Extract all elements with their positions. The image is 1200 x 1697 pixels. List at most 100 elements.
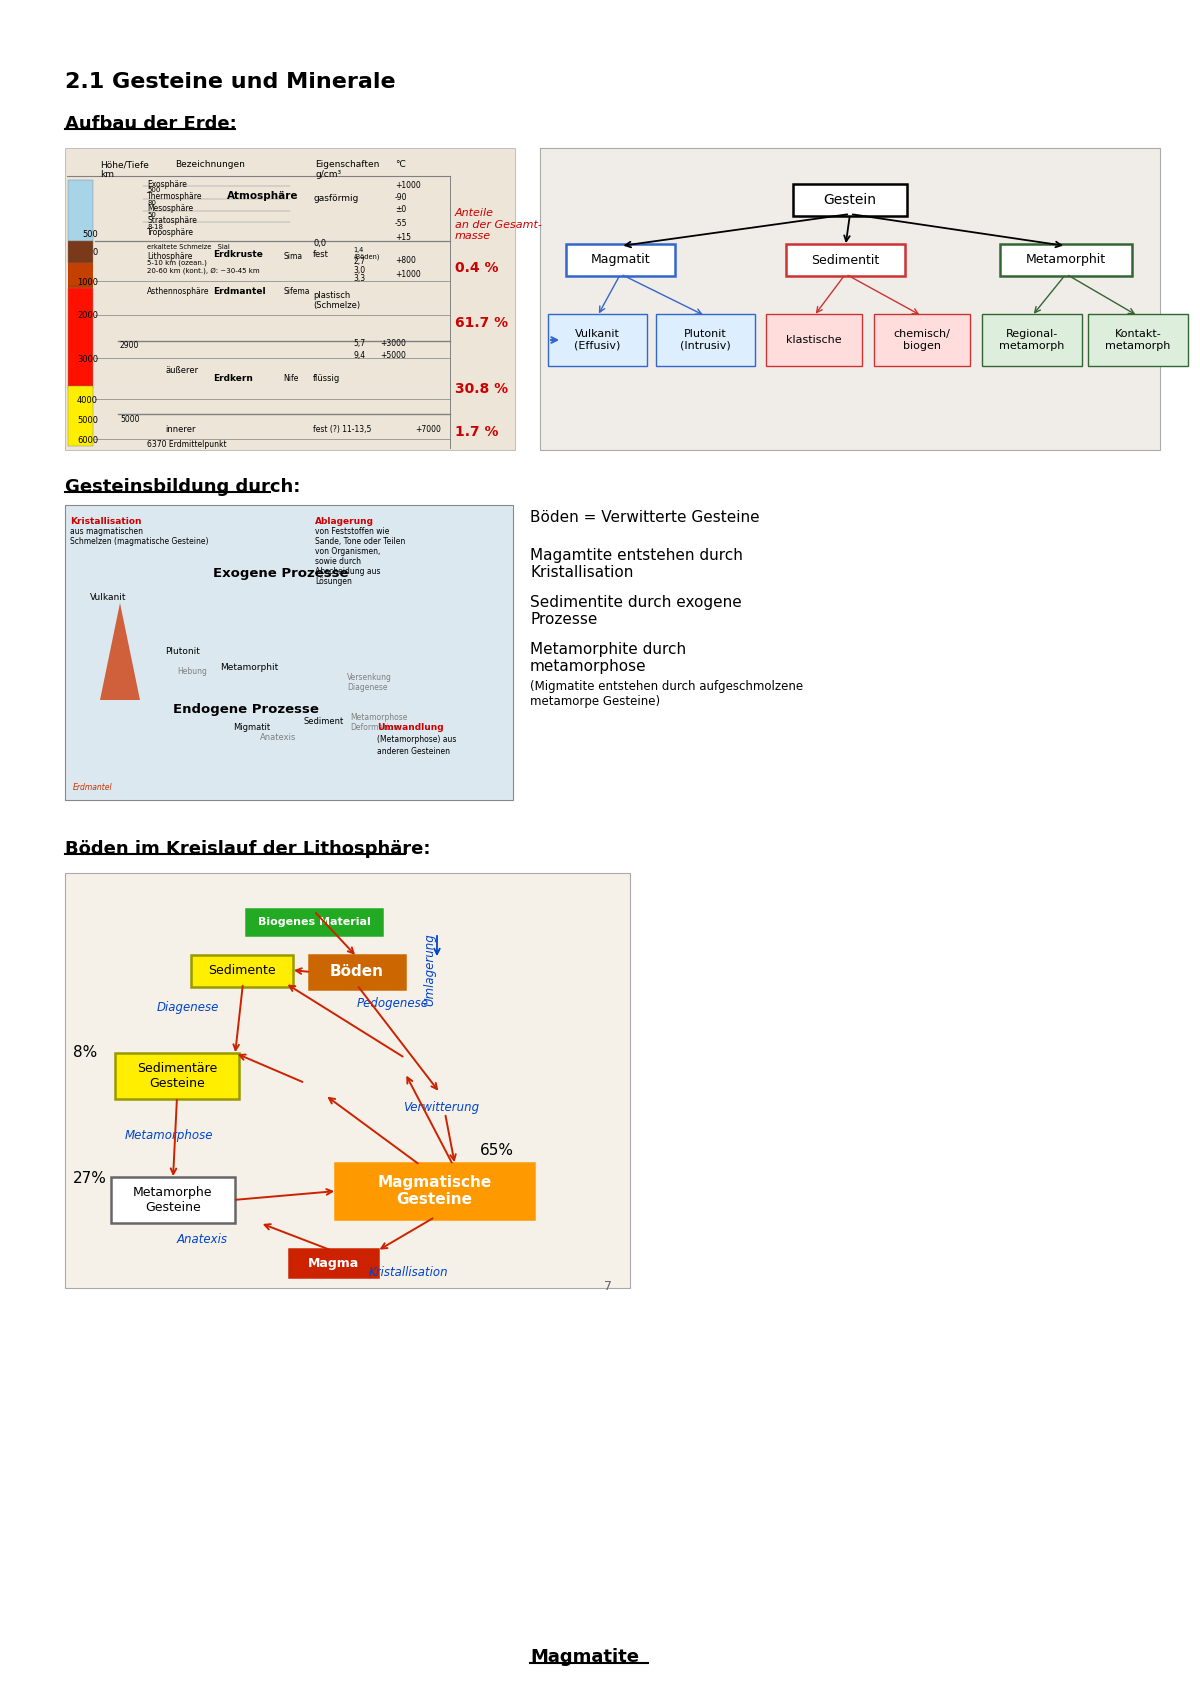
FancyBboxPatch shape [289, 1249, 378, 1278]
Text: sowie durch: sowie durch [314, 557, 361, 567]
Text: Pedogenese: Pedogenese [358, 998, 430, 1010]
Text: ±0: ±0 [395, 205, 407, 214]
Text: Sima: Sima [283, 251, 302, 261]
Text: Anteile
an der Gesamt-
masse: Anteile an der Gesamt- masse [455, 209, 542, 241]
Text: fest (?) 11-13,5: fest (?) 11-13,5 [313, 424, 371, 434]
Text: Gesteinsbildung durch:: Gesteinsbildung durch: [65, 479, 300, 496]
FancyBboxPatch shape [68, 288, 94, 389]
Text: Vulkanit
(Effusiv): Vulkanit (Effusiv) [575, 329, 620, 351]
Text: -90: -90 [395, 193, 408, 202]
FancyBboxPatch shape [65, 872, 630, 1288]
Text: chemisch/
biogen: chemisch/ biogen [894, 329, 950, 351]
Text: Migmatit: Migmatit [233, 723, 270, 731]
Text: Sande, Tone oder Teilen: Sande, Tone oder Teilen [314, 536, 406, 546]
Text: Umwandlung: Umwandlung [377, 723, 444, 731]
Text: Verwitterung: Verwitterung [403, 1101, 479, 1113]
Text: 6370 Erdmittelpunkt: 6370 Erdmittelpunkt [148, 440, 227, 450]
Text: 50: 50 [148, 212, 156, 217]
Text: +5000: +5000 [380, 351, 406, 360]
Text: Anatexis: Anatexis [260, 733, 296, 742]
FancyBboxPatch shape [982, 314, 1082, 367]
Text: 5000: 5000 [77, 416, 98, 424]
Text: Asthennosphäre: Asthennosphäre [148, 287, 210, 295]
Text: Kristallisation: Kristallisation [70, 518, 142, 526]
Text: Böden: Böden [330, 964, 384, 979]
Text: 5000: 5000 [120, 416, 139, 424]
FancyBboxPatch shape [548, 314, 647, 367]
Text: klastische: klastische [786, 334, 842, 344]
FancyBboxPatch shape [112, 1178, 235, 1224]
Text: Magmatite: Magmatite [530, 1648, 640, 1666]
Text: Metamorphose
Deformation: Metamorphose Deformation [350, 713, 407, 733]
Text: Lösungen: Lösungen [314, 577, 352, 585]
FancyBboxPatch shape [786, 244, 905, 277]
Text: Lithosphäre: Lithosphäre [148, 251, 192, 261]
Text: Troposphäre: Troposphäre [148, 227, 194, 238]
Text: Aufbau der Erde:: Aufbau der Erde: [65, 115, 236, 132]
FancyBboxPatch shape [68, 263, 94, 285]
Text: 2,7: 2,7 [353, 256, 365, 266]
Text: 2.1 Gesteine und Minerale: 2.1 Gesteine und Minerale [65, 71, 396, 92]
Text: Bezeichnungen: Bezeichnungen [175, 160, 245, 170]
FancyBboxPatch shape [1000, 244, 1132, 277]
Text: Metamorphit: Metamorphit [1026, 253, 1106, 266]
Text: Biogenes Material: Biogenes Material [258, 916, 371, 927]
Text: Sifema: Sifema [283, 287, 310, 295]
Text: Schmelzen (magmatische Gesteine): Schmelzen (magmatische Gesteine) [70, 536, 209, 546]
Text: Metamorphite durch
metamorphose: Metamorphite durch metamorphose [530, 641, 686, 674]
Text: 20-60 km (kont.), Ø: ~30-45 km: 20-60 km (kont.), Ø: ~30-45 km [148, 266, 259, 273]
Text: Metamorphe
Gesteine: Metamorphe Gesteine [133, 1186, 212, 1213]
Polygon shape [100, 602, 140, 699]
Text: Ablagerung: Ablagerung [314, 518, 374, 526]
Text: 4000: 4000 [77, 395, 98, 406]
Text: von Feststoffen wie: von Feststoffen wie [314, 528, 389, 536]
Text: 3,0: 3,0 [353, 266, 365, 275]
Text: Versenkung
Diagenese: Versenkung Diagenese [347, 674, 392, 692]
Text: +7000: +7000 [415, 424, 440, 434]
Text: Eigenschaften
g/cm³: Eigenschaften g/cm³ [314, 160, 379, 180]
Text: +15: +15 [395, 232, 410, 243]
Text: 8-18: 8-18 [148, 224, 163, 231]
Text: Exogene Prozesse: Exogene Prozesse [214, 567, 348, 580]
Text: erkaltete Schmelze   Sial: erkaltete Schmelze Sial [148, 244, 229, 249]
FancyBboxPatch shape [68, 351, 94, 373]
Text: Erdkruste: Erdkruste [214, 249, 263, 260]
Text: Hebung: Hebung [178, 667, 206, 675]
Text: °C: °C [395, 160, 406, 170]
FancyBboxPatch shape [68, 307, 94, 329]
Text: 27%: 27% [73, 1171, 107, 1186]
Text: 0: 0 [92, 248, 98, 256]
Text: fest: fest [313, 249, 329, 260]
Text: gasförmig: gasförmig [313, 193, 359, 204]
Text: 5,7: 5,7 [353, 339, 365, 348]
Text: 80: 80 [148, 200, 156, 205]
Text: Erdmantel: Erdmantel [73, 782, 113, 792]
Text: 3000: 3000 [77, 355, 98, 363]
Text: 65%: 65% [480, 1144, 514, 1157]
FancyBboxPatch shape [335, 1162, 534, 1218]
Text: aus magmatischen: aus magmatischen [70, 528, 143, 536]
Text: 500: 500 [148, 187, 161, 193]
Text: Höhe/Tiefe
km: Höhe/Tiefe km [100, 160, 149, 180]
Text: Böden im Kreislauf der Lithosphäre:: Böden im Kreislauf der Lithosphäre: [65, 840, 431, 859]
Text: Umlagerung: Umlagerung [424, 933, 436, 1006]
FancyBboxPatch shape [68, 385, 94, 446]
Text: 3,3: 3,3 [353, 273, 365, 283]
Text: (Migmatite entstehen durch aufgeschmolzene
metamorpe Gesteine): (Migmatite entstehen durch aufgeschmolze… [530, 680, 803, 708]
Text: anderen Gesteinen: anderen Gesteinen [377, 747, 450, 755]
FancyBboxPatch shape [310, 955, 406, 989]
Text: 0.4 %: 0.4 % [455, 261, 498, 275]
Text: Diagenese: Diagenese [157, 1001, 220, 1015]
Text: Abscheidung aus: Abscheidung aus [314, 567, 380, 575]
FancyBboxPatch shape [68, 329, 94, 351]
Text: 7: 7 [604, 1280, 612, 1293]
Text: Anatexis: Anatexis [178, 1234, 228, 1246]
Text: 2900: 2900 [120, 341, 139, 350]
FancyBboxPatch shape [793, 183, 907, 216]
FancyBboxPatch shape [65, 506, 514, 799]
Text: Erdkern: Erdkern [214, 373, 253, 384]
FancyBboxPatch shape [115, 1054, 239, 1100]
Text: 6000: 6000 [77, 436, 98, 445]
Text: Thermosphäre: Thermosphäre [148, 192, 203, 200]
Text: Magamtite entstehen durch
Kristallisation: Magamtite entstehen durch Kristallisatio… [530, 548, 743, 580]
